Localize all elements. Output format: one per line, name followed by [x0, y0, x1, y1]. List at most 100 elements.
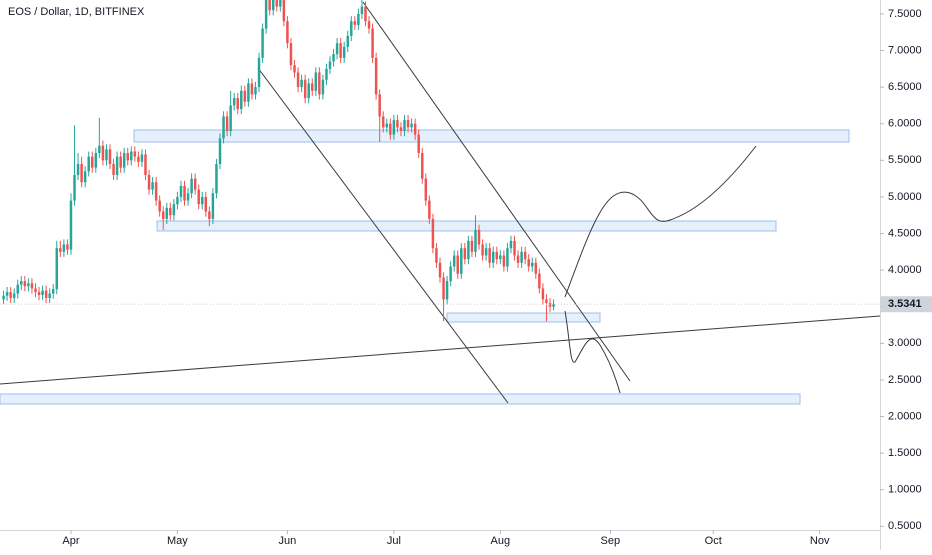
candle-body: [538, 273, 541, 289]
candle-body: [94, 152, 98, 168]
candle-body: [9, 292, 12, 298]
candle-body: [474, 229, 477, 252]
candle-body: [176, 196, 179, 205]
candle-body: [48, 293, 51, 298]
candle-body: [101, 145, 105, 161]
candle-body: [477, 229, 481, 245]
candle-body: [463, 248, 467, 260]
candle-body: [144, 154, 147, 175]
candle-body: [403, 120, 406, 132]
candle-body: [41, 290, 44, 296]
candle-body: [2, 295, 5, 300]
candle-body: [410, 123, 413, 128]
candle-body: [222, 116, 225, 139]
candle-body: [250, 83, 254, 95]
candle-body: [509, 240, 513, 249]
candle-body: [183, 185, 186, 201]
x-tick-label: Aug: [491, 535, 511, 547]
candle-body: [449, 266, 452, 282]
candle-body: [105, 149, 108, 161]
candle-body: [140, 154, 144, 162]
candles: [2, 0, 555, 322]
candle-body: [268, 0, 271, 11]
candle-body: [130, 151, 133, 161]
y-tick-label: 1.5000: [888, 447, 922, 459]
candle-body: [328, 61, 332, 69]
channel-line: [257, 67, 509, 404]
candle-body: [62, 244, 66, 252]
candle-body: [243, 90, 247, 102]
x-tick-label: Nov: [810, 535, 830, 547]
candle-body: [169, 207, 172, 216]
y-tick-label: 7.0000: [888, 44, 922, 56]
candle-body: [218, 138, 222, 164]
candle-body: [165, 207, 169, 219]
candle-body: [5, 292, 9, 296]
candle-body: [506, 248, 509, 267]
candle-body: [378, 94, 381, 117]
candle-body: [360, 6, 364, 14]
candle-body: [261, 28, 264, 58]
candle-body: [541, 288, 545, 300]
candle-body: [303, 79, 307, 99]
zone: [156, 220, 777, 232]
candle-body: [34, 288, 37, 293]
candle-body: [55, 248, 59, 290]
last-price-box: [881, 296, 932, 313]
candle-body: [275, 0, 279, 7]
candle-body: [488, 248, 491, 263]
candle-body: [502, 255, 506, 267]
candle-body: [335, 43, 339, 55]
candle-body: [552, 304, 555, 307]
candle-body: [236, 98, 239, 110]
candle-body: [158, 200, 161, 212]
candle-body: [229, 105, 232, 132]
y-tick-label: 6.5000: [888, 81, 922, 93]
x-tick-label: Jul: [387, 535, 401, 547]
candle-body: [83, 171, 87, 183]
candle-body: [293, 65, 296, 73]
candle-body: [367, 21, 371, 29]
projection-curve: [564, 310, 621, 394]
candle-body: [208, 211, 211, 219]
candle-body: [534, 262, 538, 274]
candle-body: [59, 248, 62, 252]
candle-body: [374, 57, 378, 95]
candle-body: [286, 21, 289, 44]
y-tick-label: 5.5000: [888, 154, 922, 166]
candle-body: [364, 6, 367, 22]
candle-body: [154, 182, 158, 201]
y-tick-label: 4.5000: [888, 227, 922, 239]
candle-body: [431, 218, 435, 249]
candle-body: [350, 21, 353, 36]
candle-body: [12, 293, 16, 298]
channel-line: [362, 1, 631, 382]
x-tick-label: Apr: [62, 535, 79, 547]
candle-body: [435, 248, 438, 263]
candle-body: [357, 13, 360, 25]
candle-body: [484, 248, 488, 256]
y-tick-label: 7.5000: [888, 8, 922, 20]
candle-body: [548, 303, 552, 307]
candle-body: [424, 178, 428, 201]
candle-body: [428, 200, 431, 219]
candle-body: [413, 123, 417, 135]
candle-body: [523, 251, 527, 260]
candle-body: [520, 251, 523, 263]
candle-body: [307, 83, 310, 99]
candle-body: [417, 134, 420, 153]
candle-body: [204, 196, 208, 212]
y-tick-label: 1.0000: [888, 484, 922, 496]
candle-body: [119, 156, 122, 168]
x-tick-label: Sep: [601, 535, 621, 547]
candle-body: [112, 163, 115, 175]
candle-body: [339, 43, 342, 58]
candle-body: [296, 72, 300, 88]
candle-body: [126, 152, 129, 161]
candle-body: [392, 120, 396, 135]
candle-body: [456, 255, 459, 274]
candle-body: [460, 248, 463, 274]
candle-body: [371, 28, 374, 58]
candle-body: [80, 163, 83, 183]
